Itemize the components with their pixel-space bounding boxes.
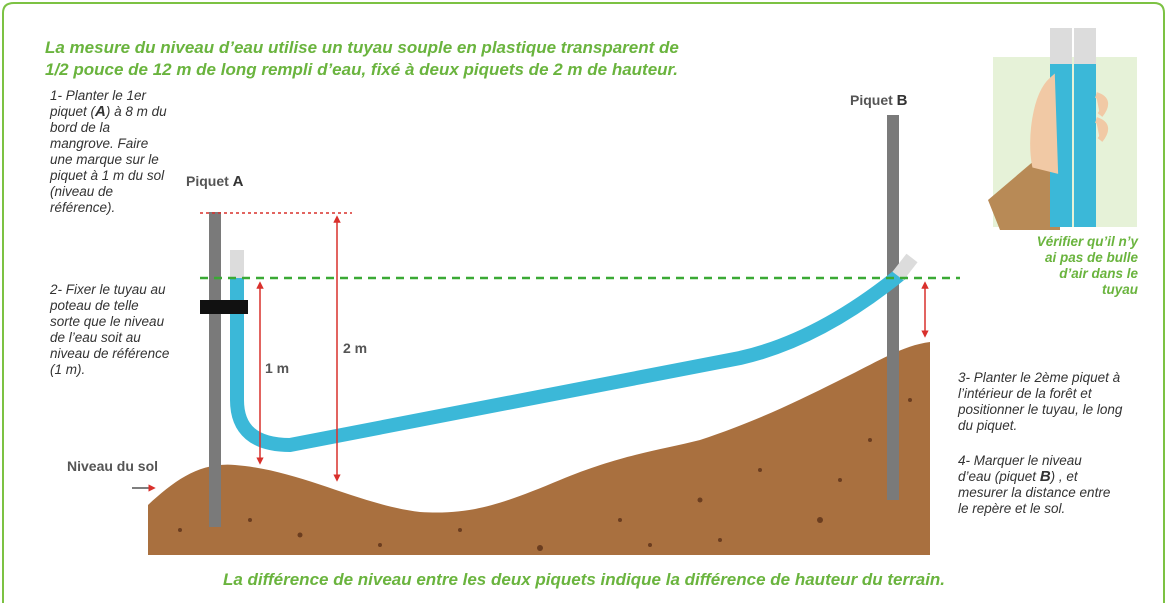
- clamp: [200, 300, 248, 314]
- text: 3- Planter le 2ème piquet à l’intérieur …: [958, 370, 1123, 433]
- text: B: [896, 92, 908, 109]
- label-piquet-a: Piquet A: [186, 173, 244, 190]
- ground: [148, 342, 930, 555]
- step-3: 3- Planter le 2ème piquet à l’intérieur …: [958, 370, 1133, 434]
- step-1: 1- Planter le 1er piquet (A) à 8 m du bo…: [50, 88, 172, 216]
- footer: La différence de niveau entre les deux p…: [222, 570, 946, 589]
- tube-top-b: [892, 253, 918, 281]
- inset-tube: [1074, 60, 1096, 227]
- pole-a: [209, 212, 221, 527]
- label-ground: Niveau du sol: [67, 458, 159, 474]
- hand: [1030, 73, 1109, 174]
- text: 1- Planter le 1er piquet (: [50, 88, 147, 119]
- label-2m: 2 m: [343, 340, 368, 356]
- check-note: Vérifier qu’il n’y ai pas de bulle d’air…: [1036, 234, 1138, 297]
- step-2: 2- Fixer le tuyau au poteau de telle sor…: [50, 282, 172, 378]
- text: B: [1039, 468, 1051, 485]
- text: ) à 8 m du bord de la mangrove. Faire un…: [50, 104, 167, 215]
- text: A: [232, 173, 244, 190]
- sleeve: [988, 160, 1060, 230]
- text: ) , et mesurer la distance entre le repè…: [958, 469, 1111, 516]
- soil-specks: [178, 398, 912, 551]
- inset-tube-top: [1074, 28, 1096, 64]
- step-4: 4- Marquer le niveau d’eau (piquet B) , …: [958, 453, 1118, 517]
- text: 4- Marquer le niveau d’eau (piquet: [958, 453, 1082, 484]
- inset-tube-top: [1050, 28, 1072, 64]
- tube: [230, 266, 908, 453]
- text: Piquet: [186, 173, 233, 189]
- text: Piquet: [850, 92, 897, 108]
- label-piquet-b: Piquet B: [850, 92, 908, 109]
- header-line: La mesure du niveau d’eau utilise un tuy…: [45, 38, 679, 57]
- label-1m: 1 m: [265, 360, 290, 376]
- pole-b: [887, 115, 899, 500]
- tube-top-a: [230, 250, 244, 280]
- header-line: 1/2 pouce de 12 m de long rempli d’eau, …: [45, 60, 678, 79]
- text: 2- Fixer le tuyau au poteau de telle sor…: [50, 282, 170, 377]
- text: A: [95, 103, 106, 120]
